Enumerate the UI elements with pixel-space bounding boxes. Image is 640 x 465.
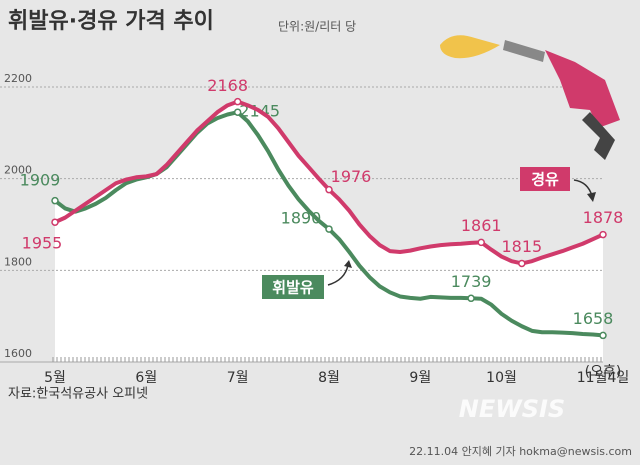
value-label: 2168: [207, 76, 248, 95]
point-marker: [477, 238, 485, 247]
legend-label: 휘발유: [272, 279, 314, 297]
x-tick-label: 5월: [44, 370, 66, 386]
point-marker: [599, 331, 607, 340]
point-marker: [51, 196, 59, 205]
value-label: 1878: [583, 208, 624, 227]
watermark: NEWSIS: [459, 395, 565, 423]
legend-gasoline: 휘발유: [262, 260, 352, 299]
x-tick-label: 8월: [318, 370, 340, 386]
point-marker: [51, 218, 59, 226]
y-tick-label: 2000: [4, 164, 32, 177]
chart-title: 휘발유·경유 가격 추이: [8, 9, 214, 34]
x-tick-label: 11월4일: [577, 370, 629, 386]
annotation: 1955: [22, 234, 63, 253]
value-label: 1890: [281, 209, 322, 228]
y-tick-label: 1800: [4, 255, 32, 268]
legend-box: [520, 167, 570, 191]
point-marker: [518, 259, 526, 268]
arrow: [327, 264, 349, 286]
annotation: 1909: [20, 171, 61, 190]
point-marker: [467, 294, 475, 303]
x-tick-label: 7월: [227, 370, 249, 386]
source: 자료:한국석유공사 오피넷: [8, 387, 148, 402]
value-label: 1658: [573, 309, 614, 328]
point-marker: [325, 225, 333, 233]
y-tick-label: 2200: [4, 72, 32, 85]
credit: 22.11.04 안지혜 기자 hokma@newsis.com: [409, 445, 632, 458]
value-label: 1861: [461, 216, 502, 235]
x-tick-label: 6월: [135, 370, 157, 386]
legend-box: [262, 275, 324, 299]
point-marker: [233, 97, 242, 106]
fuel-icon: [440, 35, 620, 160]
x-note: (오후): [585, 364, 622, 380]
point-marker: [599, 230, 607, 239]
value-label: 1976: [331, 167, 372, 186]
unit: 단위:원/리터 당: [278, 20, 356, 34]
value-label: 1739: [451, 272, 492, 291]
x-tick-label: 10월: [486, 370, 517, 386]
legend-label: 경유: [531, 171, 559, 189]
value-label: 1815: [501, 237, 542, 256]
x-tick-label: 9월: [409, 370, 431, 386]
y-tick-label: 1600: [4, 347, 32, 360]
legend-diesel: 경유: [520, 167, 596, 202]
point-marker: [325, 185, 333, 194]
point-marker: [233, 108, 242, 116]
